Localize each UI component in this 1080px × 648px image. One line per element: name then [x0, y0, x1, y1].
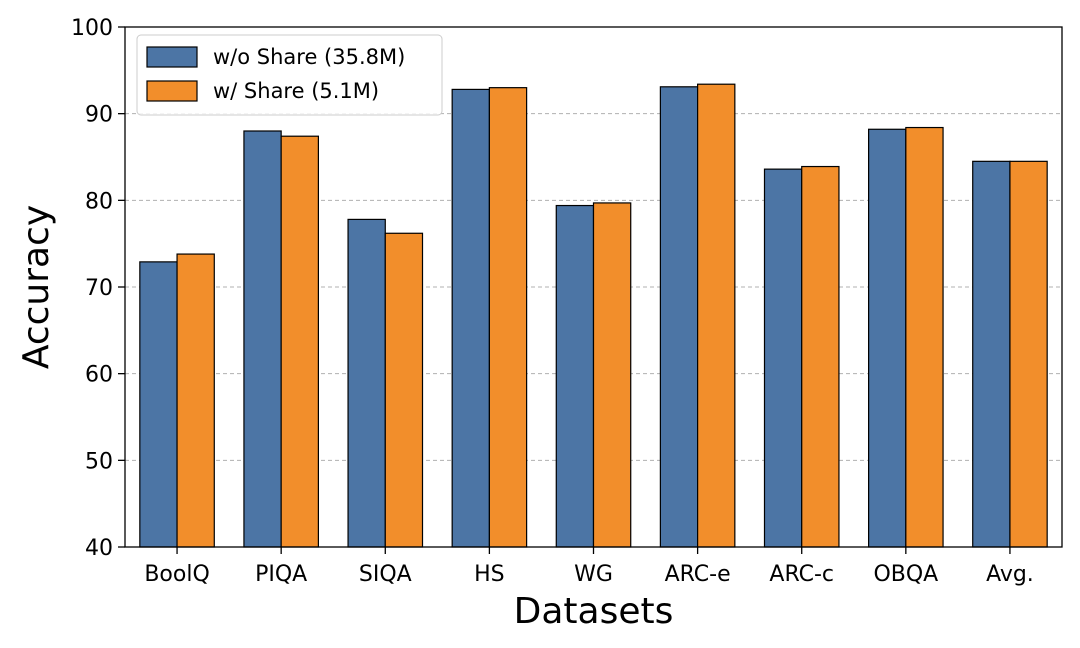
x-tick-label: BoolQ — [144, 562, 209, 587]
bar-wo-share — [243, 130, 282, 548]
x-axis-title: Datasets — [514, 591, 674, 632]
y-axis-title: Accuracy — [16, 205, 57, 369]
x-tick-label: ARC-c — [769, 562, 834, 587]
y-tick-label: 50 — [85, 449, 113, 474]
legend: w/o Share (35.8M) w/ Share (5.1M) — [136, 34, 443, 116]
x-tick-label: SIQA — [359, 562, 412, 587]
bar-w-share — [697, 83, 736, 548]
bar-wo-share — [868, 128, 907, 548]
x-tick-label: ARC-e — [665, 562, 731, 587]
bar-wo-share — [659, 86, 699, 548]
bar-w-share — [905, 126, 944, 548]
y-tick-label: 90 — [85, 103, 113, 128]
bar-wo-share — [763, 168, 803, 548]
bar-w-share — [176, 253, 215, 548]
bar-w-share — [488, 87, 528, 548]
bar-wo-share — [555, 204, 595, 548]
y-axis-ticks: 40 50 60 70 80 90 100 — [71, 16, 125, 561]
y-tick-label: 80 — [85, 189, 113, 214]
x-tick-label: HS — [474, 562, 505, 587]
bar-w-share — [801, 165, 840, 548]
legend-label-w-share: w/ Share (5.1M) — [213, 79, 379, 103]
x-axis-ticks: BoolQ PIQA SIQA HS WG ARC-e ARC-c OBQA Avg. — [144, 547, 1034, 587]
legend-box — [136, 34, 443, 116]
x-tick-label: WG — [574, 562, 613, 587]
bar-wo-share — [972, 160, 1011, 548]
y-tick-label: 60 — [85, 363, 113, 388]
bar-w-share — [592, 202, 632, 548]
x-tick-label: OBQA — [873, 562, 938, 587]
bar-w-share — [384, 232, 424, 548]
y-tick-label: 40 — [85, 536, 113, 561]
y-tick-label: 100 — [71, 16, 113, 41]
bar-w-share — [280, 135, 319, 548]
legend-swatch-wo-share — [146, 46, 198, 68]
bar-w-share — [1009, 160, 1048, 548]
bar-wo-share — [347, 218, 386, 548]
bar-wo-share — [139, 261, 178, 548]
x-tick-label: Avg. — [986, 562, 1034, 587]
x-tick-label: PIQA — [255, 562, 307, 587]
y-tick-label: 70 — [85, 276, 113, 301]
legend-swatch-w-share — [146, 80, 198, 102]
legend-label-wo-share: w/o Share (35.8M) — [213, 45, 405, 69]
bars — [139, 83, 1048, 548]
bar-wo-share — [451, 88, 490, 548]
